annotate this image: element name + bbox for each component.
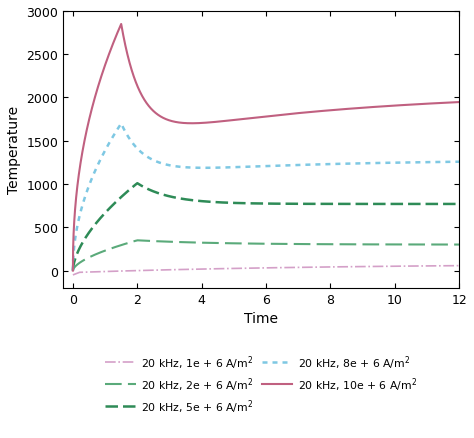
20 kHz, 5e + 6 A/m$^2$ <box>302 202 308 207</box>
20 kHz, 5e + 6 A/m$^2$ <box>388 202 393 207</box>
20 kHz, 10e + 6 A/m$^2$ <box>456 100 462 106</box>
Legend: 20 kHz, 1e + 6 A/m$^2$, 20 kHz, 2e + 6 A/m$^2$, 20 kHz, 5e + 6 A/m$^2$, 20 kHz, : 20 kHz, 1e + 6 A/m$^2$, 20 kHz, 2e + 6 A… <box>101 349 421 419</box>
20 kHz, 5e + 6 A/m$^2$ <box>135 181 140 187</box>
20 kHz, 2e + 6 A/m$^2$ <box>388 242 393 247</box>
20 kHz, 1e + 6 A/m$^2$ <box>321 265 327 270</box>
Y-axis label: Temperature: Temperature <box>7 106 21 194</box>
20 kHz, 8e + 6 A/m$^2$ <box>118 122 124 127</box>
20 kHz, 2e + 6 A/m$^2$ <box>321 242 327 247</box>
20 kHz, 2e + 6 A/m$^2$ <box>456 242 462 247</box>
20 kHz, 2e + 6 A/m$^2$ <box>135 238 140 244</box>
20 kHz, 5e + 6 A/m$^2$ <box>140 184 146 190</box>
20 kHz, 8e + 6 A/m$^2$ <box>218 166 223 171</box>
20 kHz, 2e + 6 A/m$^2$ <box>140 238 146 244</box>
20 kHz, 10e + 6 A/m$^2$ <box>140 96 146 101</box>
20 kHz, 10e + 6 A/m$^2$ <box>70 268 76 274</box>
20 kHz, 8e + 6 A/m$^2$ <box>388 161 393 166</box>
20 kHz, 10e + 6 A/m$^2$ <box>118 22 124 28</box>
20 kHz, 2e + 6 A/m$^2$ <box>302 242 308 247</box>
Line: 20 kHz, 8e + 6 A/m$^2$: 20 kHz, 8e + 6 A/m$^2$ <box>73 124 459 271</box>
20 kHz, 10e + 6 A/m$^2$ <box>321 109 327 114</box>
20 kHz, 2e + 6 A/m$^2$ <box>70 268 76 274</box>
20 kHz, 5e + 6 A/m$^2$ <box>218 200 223 205</box>
20 kHz, 8e + 6 A/m$^2$ <box>456 160 462 165</box>
20 kHz, 1e + 6 A/m$^2$ <box>358 264 364 269</box>
20 kHz, 1e + 6 A/m$^2$ <box>70 273 76 278</box>
20 kHz, 8e + 6 A/m$^2$ <box>302 163 308 168</box>
20 kHz, 1e + 6 A/m$^2$ <box>218 266 223 272</box>
20 kHz, 1e + 6 A/m$^2$ <box>302 265 308 270</box>
X-axis label: Time: Time <box>244 311 278 325</box>
20 kHz, 10e + 6 A/m$^2$ <box>388 104 393 109</box>
20 kHz, 1e + 6 A/m$^2$ <box>388 264 393 269</box>
20 kHz, 2e + 6 A/m$^2$ <box>218 241 223 246</box>
20 kHz, 1e + 6 A/m$^2$ <box>456 263 462 268</box>
20 kHz, 10e + 6 A/m$^2$ <box>302 111 308 116</box>
20 kHz, 5e + 6 A/m$^2$ <box>358 202 364 207</box>
Line: 20 kHz, 2e + 6 A/m$^2$: 20 kHz, 2e + 6 A/m$^2$ <box>73 241 459 271</box>
20 kHz, 8e + 6 A/m$^2$ <box>321 162 327 167</box>
20 kHz, 10e + 6 A/m$^2$ <box>218 120 223 125</box>
20 kHz, 5e + 6 A/m$^2$ <box>70 268 76 274</box>
20 kHz, 8e + 6 A/m$^2$ <box>358 161 364 166</box>
20 kHz, 5e + 6 A/m$^2$ <box>321 202 327 207</box>
Line: 20 kHz, 5e + 6 A/m$^2$: 20 kHz, 5e + 6 A/m$^2$ <box>73 184 459 271</box>
Line: 20 kHz, 10e + 6 A/m$^2$: 20 kHz, 10e + 6 A/m$^2$ <box>73 25 459 271</box>
20 kHz, 8e + 6 A/m$^2$ <box>70 268 76 274</box>
20 kHz, 10e + 6 A/m$^2$ <box>358 106 364 111</box>
20 kHz, 1e + 6 A/m$^2$ <box>140 268 146 273</box>
20 kHz, 8e + 6 A/m$^2$ <box>140 152 146 157</box>
20 kHz, 5e + 6 A/m$^2$ <box>456 202 462 207</box>
Line: 20 kHz, 1e + 6 A/m$^2$: 20 kHz, 1e + 6 A/m$^2$ <box>73 266 459 276</box>
20 kHz, 2e + 6 A/m$^2$ <box>358 242 364 247</box>
